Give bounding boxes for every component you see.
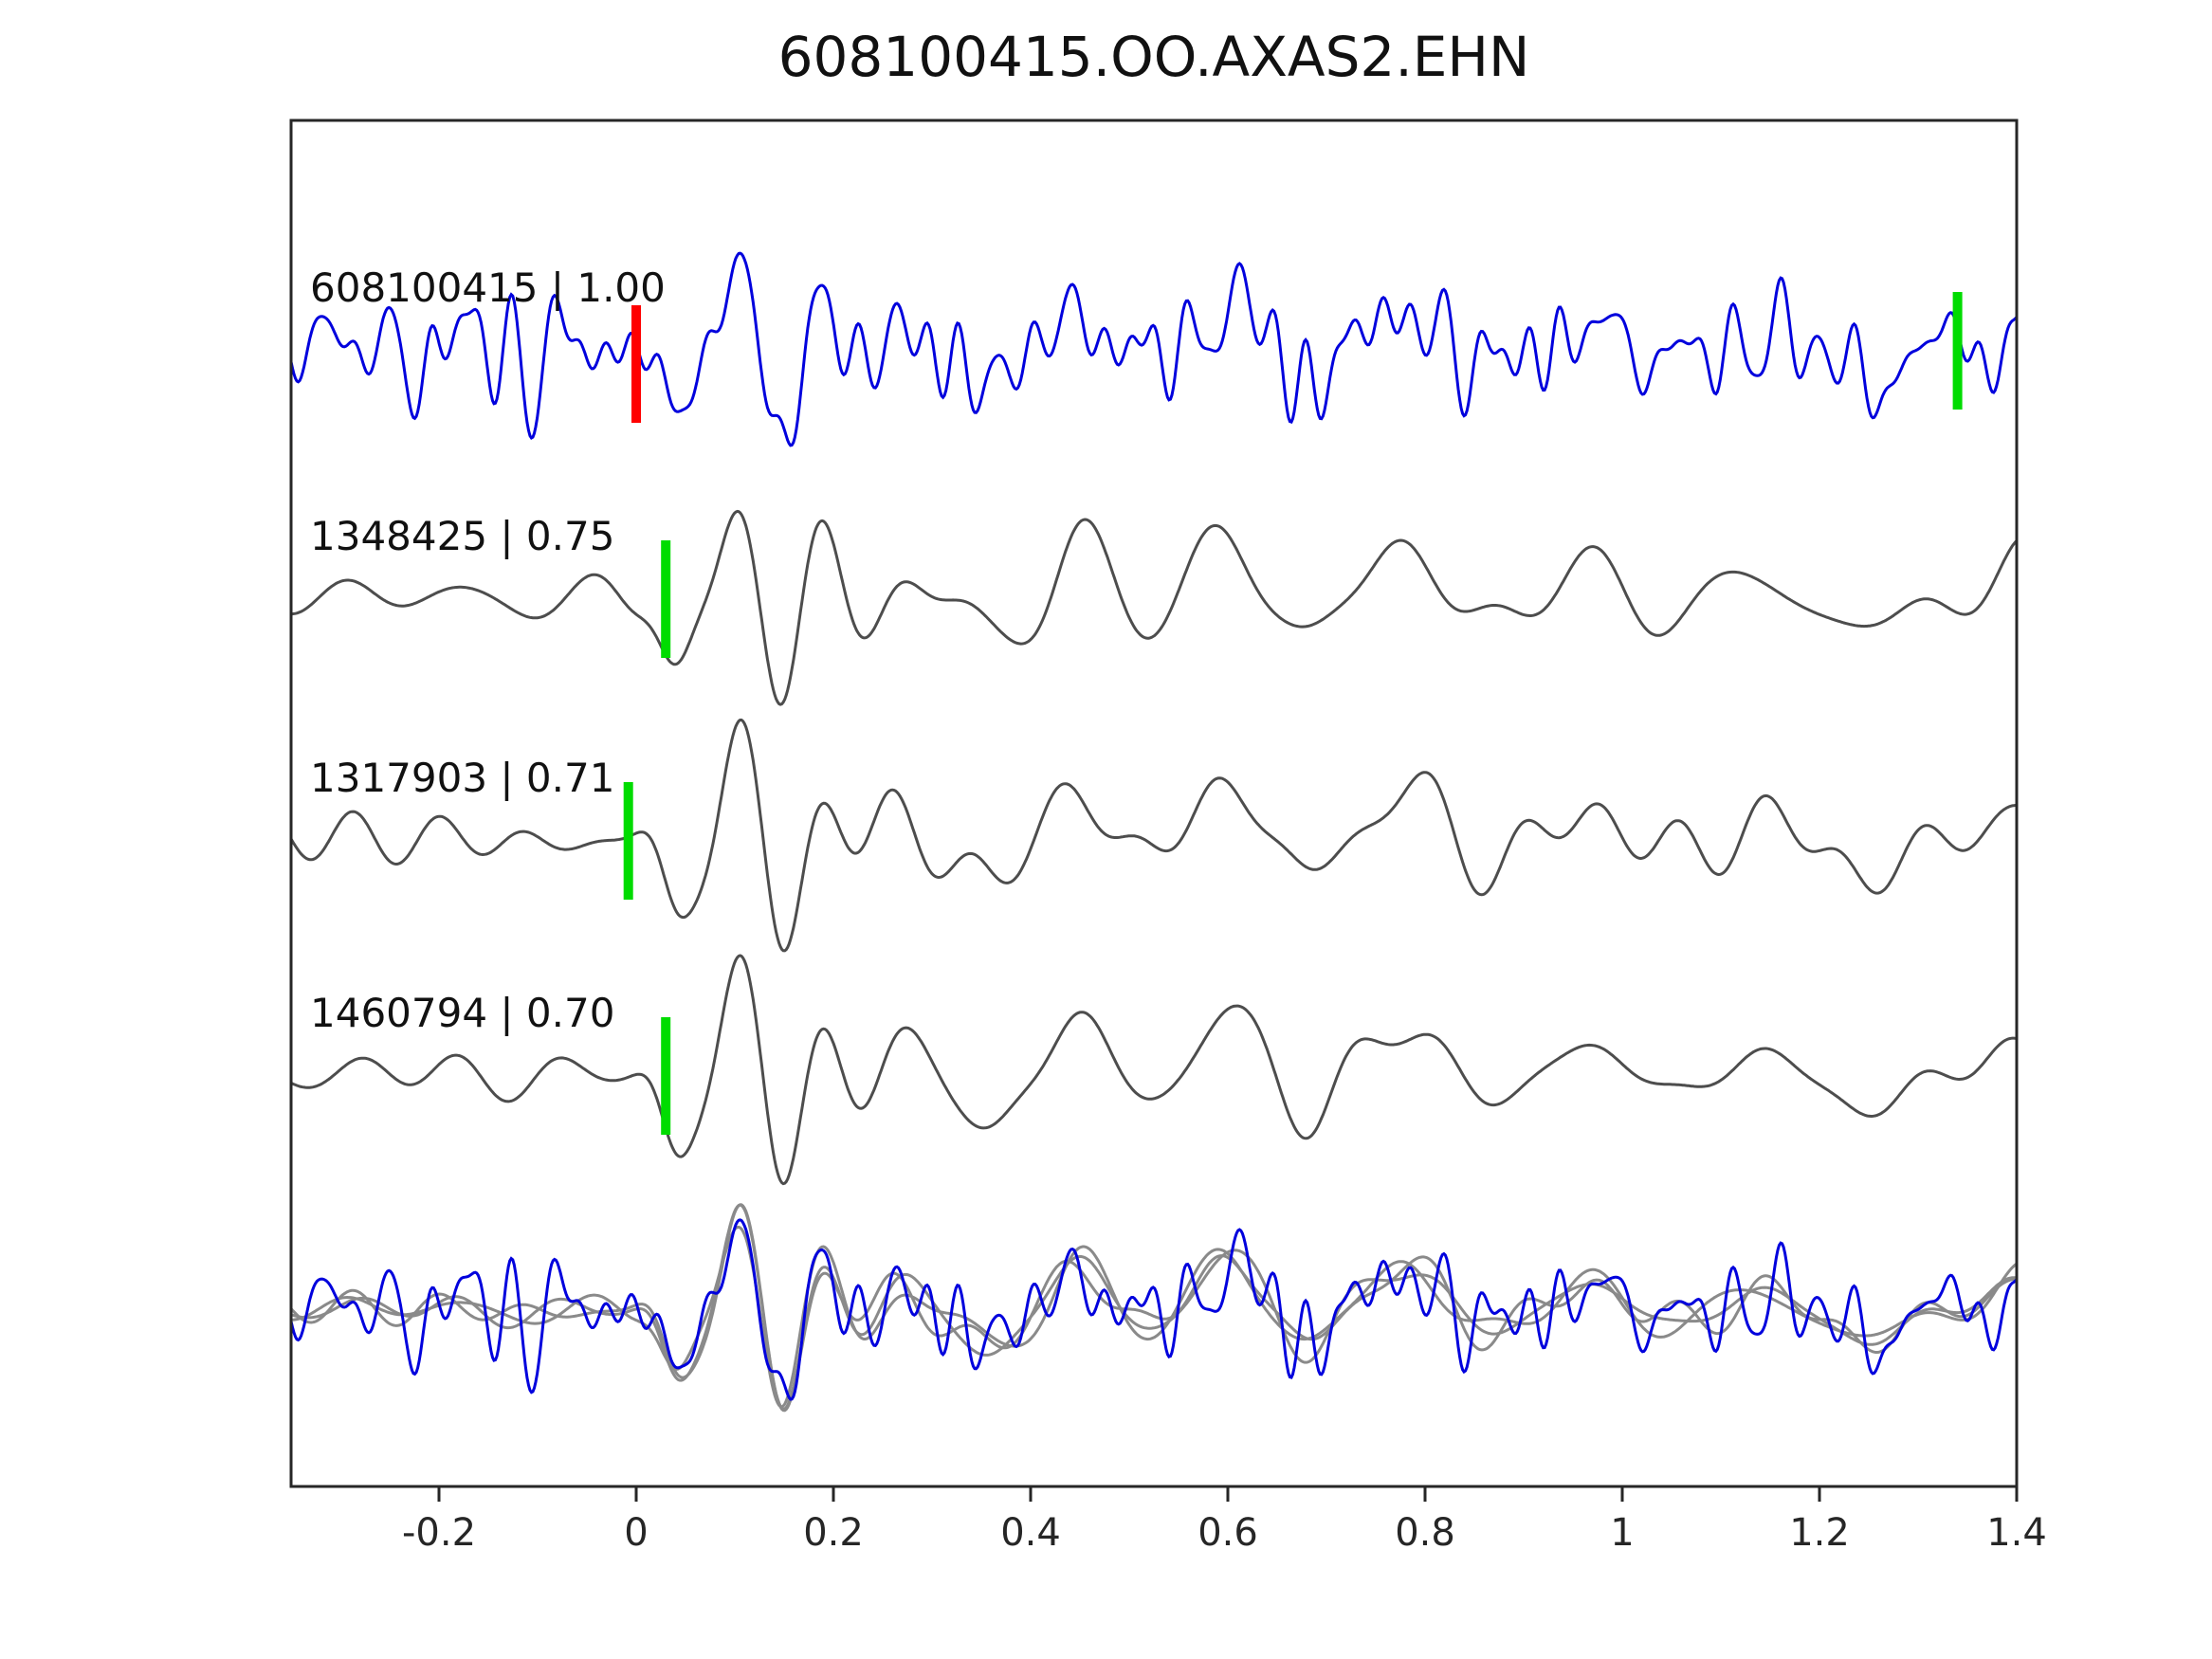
x-tick-label: 0.8 xyxy=(1395,1511,1455,1555)
trace-template-1317903 xyxy=(291,719,2017,953)
trace-overlay-template-1460794 xyxy=(291,1203,2017,1411)
trace-overlay-detection xyxy=(291,1218,2017,1401)
trace-label-template-1348425: 1348425 | 0.75 xyxy=(310,513,614,559)
trace-overlay-template-1317903 xyxy=(291,1203,2017,1413)
x-tick-label: 1.4 xyxy=(1986,1511,2047,1555)
trace-template-1460794 xyxy=(291,954,2017,1186)
x-tick-label: 1 xyxy=(1610,1511,1634,1555)
x-tick-label: 1.2 xyxy=(1789,1511,1850,1555)
plot-border xyxy=(289,118,2019,1488)
pick-markers-layer xyxy=(623,292,1963,1135)
labels-layer: 608100415 | 1.00 1348425 | 0.75 1317903 | … xyxy=(310,264,666,1036)
x-tick-label: 0.4 xyxy=(1000,1511,1061,1555)
trace-label-template-1460794: 1460794 | 0.70 xyxy=(310,990,614,1036)
trace-template-1348425 xyxy=(291,509,2017,706)
x-tick-label: 0.2 xyxy=(803,1511,864,1555)
x-tick-label: 0.6 xyxy=(1197,1511,1258,1555)
traces-layer xyxy=(291,251,2017,1413)
figure-title: 608100415.OO.AXAS2.EHN xyxy=(777,25,1530,89)
trace-detection xyxy=(291,251,2017,447)
axis-layer: -0.2 0 0.2 0.4 0.6 0.8 1 1.2 1.4 xyxy=(289,118,2047,1555)
trace-label-detection: 608100415 | 1.00 xyxy=(310,264,666,311)
x-tick-label: 0 xyxy=(624,1511,648,1555)
trace-label-template-1317903: 1317903 | 0.71 xyxy=(310,755,614,801)
x-tick-label: -0.2 xyxy=(402,1511,476,1555)
